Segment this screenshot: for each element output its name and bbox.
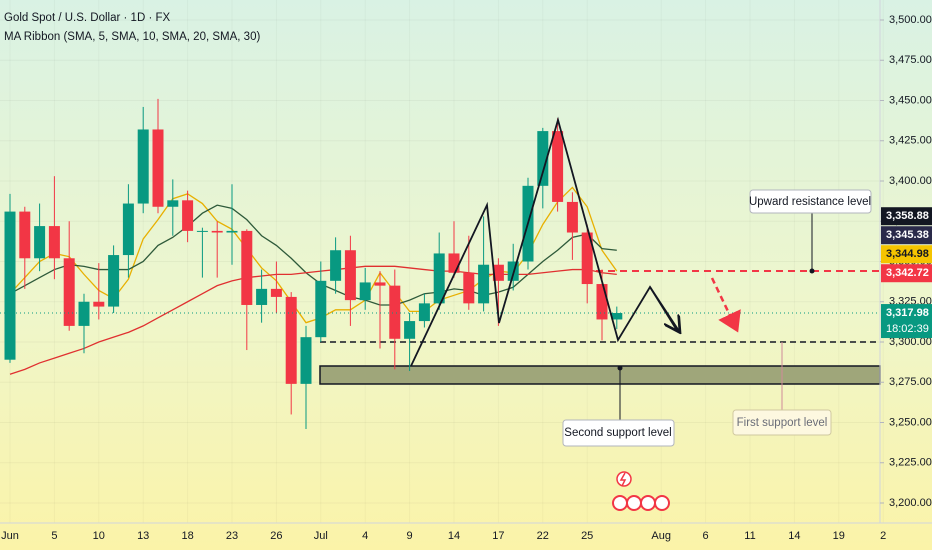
x-tick-label: 13: [137, 530, 149, 542]
x-tick-label: 18: [181, 530, 193, 542]
candle-body: [108, 255, 120, 307]
candle-body: [256, 288, 268, 305]
x-tick-label: 10: [93, 530, 105, 542]
candle-body: [270, 288, 282, 297]
candle-body: [581, 232, 593, 285]
price-label: 3,317.98: [886, 307, 929, 319]
chart-subtitle: MA Ribbon (SMA, 5, SMA, 10, SMA, 20, SMA…: [4, 31, 260, 43]
candle-body: [552, 131, 564, 202]
price-label-box: [881, 245, 932, 264]
price-label-box: [881, 226, 932, 245]
x-tick-label: 19: [833, 530, 845, 542]
candle-body: [78, 301, 90, 326]
x-tick-label: 22: [537, 530, 549, 542]
x-tick-label: 4: [362, 530, 368, 542]
candle-body: [285, 296, 297, 384]
y-tick-label: 3,250.00: [889, 416, 932, 428]
price-label-box: [881, 207, 932, 226]
x-tick-label: 14: [448, 530, 460, 542]
candle-body: [137, 129, 149, 204]
candle-body: [537, 131, 549, 186]
price-label: 3,344.98: [886, 248, 929, 260]
x-tick-label: 6: [703, 530, 709, 542]
candle-body: [611, 313, 623, 320]
candle-body: [492, 264, 504, 281]
y-tick-label: 3,400.00: [889, 175, 932, 187]
candle-body: [48, 226, 60, 259]
candle-body: [226, 230, 238, 233]
countdown: 18:02:39: [886, 323, 929, 335]
candle-body: [19, 211, 31, 259]
callout-dot: [809, 268, 815, 274]
candle-body: [4, 211, 16, 360]
callout-box: [562, 419, 675, 447]
candle-body: [152, 129, 164, 207]
price-label: 3,342.72: [886, 267, 929, 279]
candle-body: [359, 282, 371, 301]
candle-body: [315, 280, 327, 338]
callout-box: [732, 409, 832, 436]
candle-body: [93, 301, 105, 307]
projection-arrow: [649, 286, 679, 331]
candle-body: [167, 200, 179, 207]
chart-title: Gold Spot / U.S. Dollar · 1D · FX: [4, 12, 170, 24]
x-tick-label: 14: [788, 530, 800, 542]
candle-body: [418, 303, 430, 322]
y-tick-label: 3,275.00: [889, 376, 932, 388]
annotation: First support level: [737, 417, 828, 429]
candle-body: [404, 321, 416, 339]
callout-box: [749, 189, 872, 214]
y-tick-label: 3,225.00: [889, 457, 932, 469]
candle-body: [566, 201, 578, 233]
x-tick-label: 2: [880, 530, 886, 542]
candle-body: [344, 250, 356, 301]
x-tick-label: 11: [744, 530, 755, 542]
candle-body: [596, 284, 608, 320]
x-tick-label: Jun: [1, 530, 19, 542]
x-tick-label: Jul: [314, 530, 328, 542]
price-label-box: [881, 304, 932, 339]
x-tick-label: 17: [492, 530, 504, 542]
callout-dot: [617, 365, 623, 371]
candle-body: [478, 264, 490, 304]
annotation: Second support level: [564, 427, 671, 439]
marks: [0, 98, 880, 429]
price-label: 3,345.38: [886, 229, 929, 241]
y-tick-label: 3,200.00: [889, 497, 932, 509]
candle-body: [241, 230, 253, 305]
candle-body: [448, 253, 460, 273]
x-tick-label: 23: [226, 530, 238, 542]
x-tick-label: Aug: [651, 530, 671, 542]
annotation: Upward resistance level: [749, 196, 871, 208]
candle-body: [389, 285, 401, 339]
candle-body: [300, 337, 312, 384]
candle-body: [34, 226, 46, 259]
candle-body: [122, 203, 134, 256]
x-tick-label: 26: [270, 530, 282, 542]
event-icons: [612, 471, 670, 511]
y-tick-label: 3,450.00: [889, 94, 932, 106]
y-tick-label: 3,300.00: [889, 336, 932, 348]
candle-body: [196, 230, 208, 232]
candle-body: [182, 200, 194, 231]
price-label-box: [881, 264, 932, 283]
price-label: 3,358.88: [886, 210, 929, 222]
axis: 3,200.00 3,225.00 3,250.00 3,275.00 3,300.00…: [1, 14, 932, 542]
y-tick-label: 3,500.00: [889, 14, 932, 26]
candle-body: [374, 282, 386, 286]
y-tick-label: 3,475.00: [889, 54, 932, 66]
candle-body: [433, 253, 445, 304]
candle-body: [63, 258, 75, 326]
support-zone: [319, 365, 881, 385]
y-tick-label: 3,425.00: [889, 135, 932, 147]
candle-body: [330, 250, 342, 281]
candle-body: [463, 272, 475, 304]
x-tick-label: 25: [581, 530, 593, 542]
candle-body: [211, 230, 223, 233]
x-tick-label: 5: [51, 530, 57, 542]
x-tick-label: 9: [407, 530, 413, 542]
